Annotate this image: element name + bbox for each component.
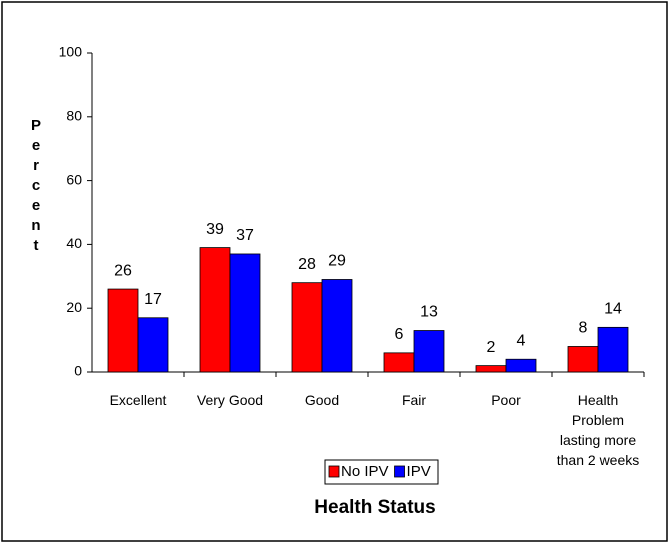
x-tick-label: Good (304, 392, 340, 408)
bar (597, 326, 629, 373)
data-label: 26 (114, 262, 132, 279)
data-label: 39 (206, 221, 224, 238)
y-tick-label: 20 (66, 299, 82, 315)
bar (107, 288, 139, 373)
x-tick-label: Fair (401, 392, 427, 408)
bar (137, 317, 169, 373)
bar (383, 352, 415, 373)
legend-box (324, 459, 439, 485)
legend-label: No IPV (341, 463, 389, 480)
y-tick-label: 0 (74, 363, 82, 379)
legend-label: IPV (407, 463, 431, 480)
bar (199, 247, 231, 373)
data-label: 8 (579, 320, 588, 337)
bar (229, 253, 261, 373)
x-tick-label: Very Good (196, 392, 264, 408)
x-tick-label: Poor (491, 392, 521, 408)
data-label: 2 (487, 339, 496, 356)
bar (505, 358, 537, 373)
y-axis-title: Percent (30, 117, 41, 254)
data-label: 28 (298, 256, 316, 273)
legend-swatch (394, 465, 405, 478)
x-axis-title: Health Status (314, 497, 435, 518)
bar (475, 365, 507, 373)
legend-swatch (328, 465, 340, 478)
x-tick-label: Health Problem lasting more than 2 weeks (556, 392, 640, 468)
y-tick-label: 80 (66, 108, 82, 124)
data-label: 13 (420, 304, 438, 321)
bar (291, 282, 323, 373)
y-tick-label: 60 (66, 171, 82, 187)
data-label: 6 (395, 326, 404, 343)
data-label: 17 (144, 291, 162, 308)
data-label: 29 (328, 253, 346, 270)
data-label: 4 (517, 332, 526, 349)
bar (321, 279, 353, 373)
bar (413, 330, 445, 373)
y-tick-label: 40 (66, 235, 82, 251)
bar (567, 346, 599, 373)
x-tick-label: Excellent (109, 392, 167, 408)
data-label: 37 (236, 227, 254, 244)
data-label: 14 (604, 301, 622, 318)
y-tick-label: 100 (59, 44, 83, 60)
